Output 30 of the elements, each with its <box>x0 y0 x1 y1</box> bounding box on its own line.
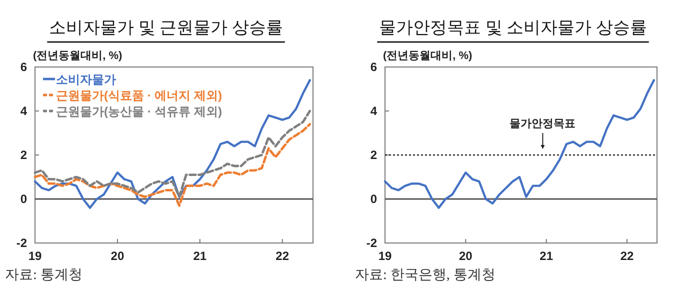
chart-title: 물가안정목표 및 소비자물가 상승률 <box>379 18 647 37</box>
legend-label: 근원물가(농산물 · 석유류 제외) <box>56 104 222 118</box>
y-tick-label: 2 <box>20 148 28 162</box>
x-tick-label: 20 <box>110 249 124 263</box>
x-tick-label: 20 <box>458 249 473 263</box>
text: 자료: 한국은행, 통계청 <box>355 268 496 283</box>
y-tick-label: 4 <box>20 104 28 118</box>
y-tick-label: 4 <box>370 104 378 118</box>
y-axis-title: (전년동월대비, %) <box>383 50 473 62</box>
line-series <box>384 79 656 209</box>
line-series <box>34 123 312 207</box>
y-tick-label: 6 <box>20 60 28 74</box>
x-tick-label: 21 <box>540 249 554 263</box>
chart-title: 소비자물가 및 근원물가 상승률 <box>49 18 283 37</box>
y-tick-label: -2 <box>366 236 378 250</box>
x-tick-label: 21 <box>193 249 207 263</box>
x-tick-label: 19 <box>28 249 42 263</box>
y-tick-label: 0 <box>370 192 378 206</box>
x-tick-label: 22 <box>620 249 634 263</box>
text: 자료: 통계청 <box>5 268 82 283</box>
x-tick-label: 19 <box>378 249 392 263</box>
y-tick-label: 0 <box>20 192 28 206</box>
y-tick-label: -2 <box>16 236 28 250</box>
y-tick-label: 2 <box>370 148 378 162</box>
legend-label: 근원물가(식료품 · 에너지 제외) <box>56 88 222 102</box>
x-tick-label: 22 <box>276 249 290 263</box>
y-tick-label: 6 <box>370 60 378 74</box>
annotation: 물가안정목표 <box>510 118 576 130</box>
legend-label: 소비자물가 <box>56 72 116 86</box>
y-axis-title: (전년동월대비, %) <box>33 50 123 62</box>
